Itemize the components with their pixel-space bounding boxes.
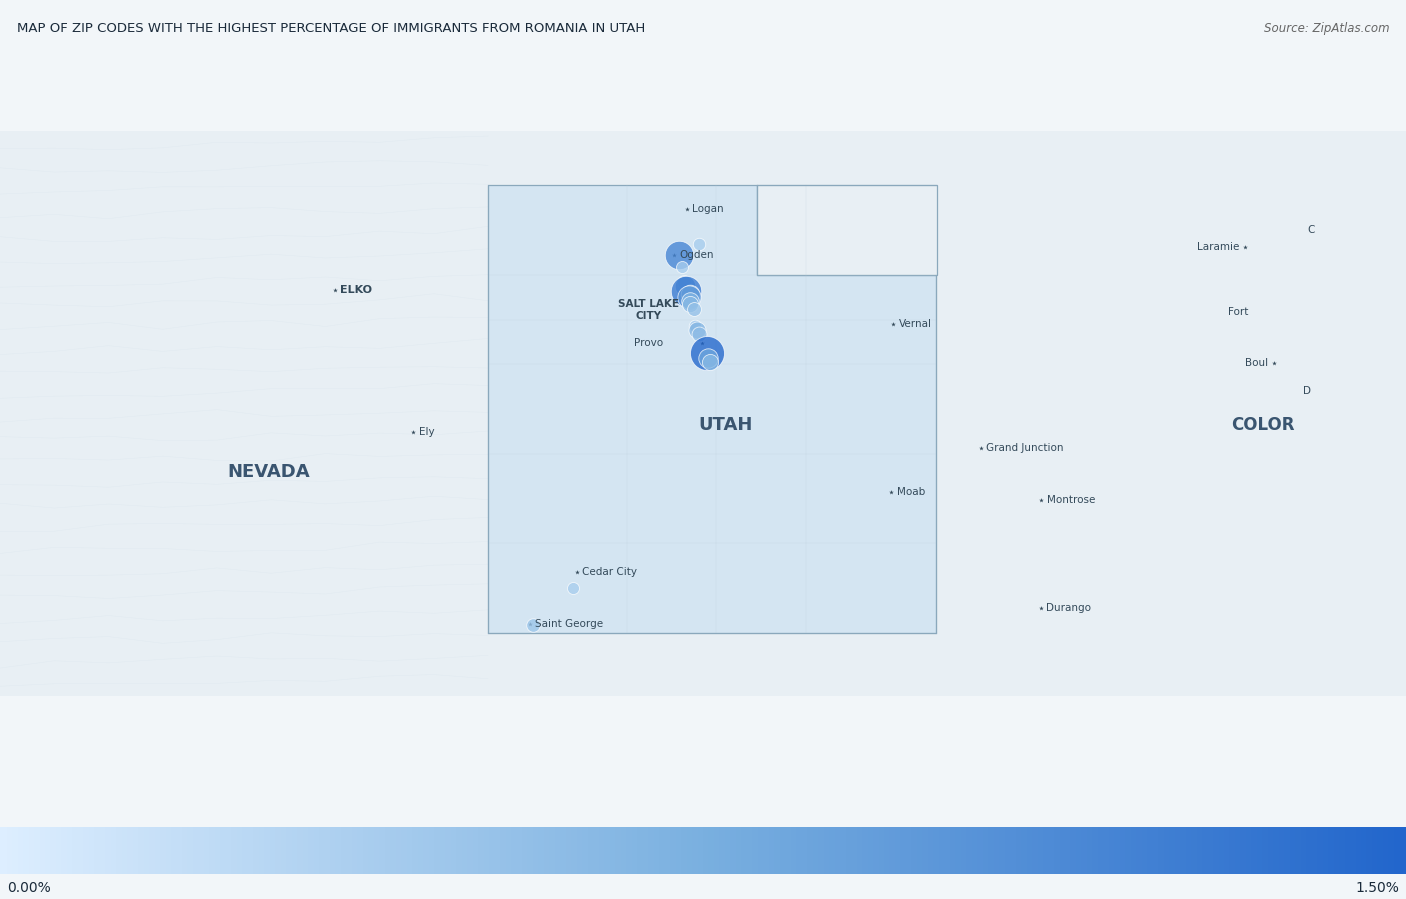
Text: Fort: Fort <box>1227 307 1249 317</box>
Point <box>678 293 700 307</box>
Point <box>673 275 696 289</box>
Text: C: C <box>1308 225 1315 235</box>
Text: MAP OF ZIP CODES WITH THE HIGHEST PERCENTAGE OF IMMIGRANTS FROM ROMANIA IN UTAH: MAP OF ZIP CODES WITH THE HIGHEST PERCEN… <box>17 22 645 35</box>
Point <box>671 260 693 274</box>
Text: Saint George: Saint George <box>536 619 603 628</box>
Point <box>679 287 702 301</box>
Text: SALT LAKE
CITY: SALT LAKE CITY <box>617 299 679 321</box>
Text: Cedar City: Cedar City <box>582 567 637 577</box>
Polygon shape <box>0 131 1406 696</box>
Point <box>697 351 720 365</box>
Point <box>683 318 706 333</box>
Text: Ogden: Ogden <box>679 250 714 260</box>
Point <box>675 284 697 298</box>
Text: Vernal: Vernal <box>898 318 932 328</box>
Text: Ely: Ely <box>419 427 434 437</box>
Text: ELKO: ELKO <box>340 285 373 295</box>
Text: Logan: Logan <box>692 204 724 214</box>
Point <box>683 301 706 316</box>
Text: Provo: Provo <box>634 338 664 348</box>
Text: 0.00%: 0.00% <box>7 881 51 895</box>
Polygon shape <box>488 185 936 633</box>
Text: Montrose: Montrose <box>1046 495 1095 505</box>
Text: UTAH: UTAH <box>699 416 752 434</box>
Point <box>678 290 700 305</box>
Point <box>668 248 690 263</box>
Point <box>696 345 718 360</box>
Point <box>522 618 544 632</box>
Text: 1.50%: 1.50% <box>1355 881 1399 895</box>
Text: NEVADA: NEVADA <box>228 463 309 481</box>
Text: Source: ZipAtlas.com: Source: ZipAtlas.com <box>1264 22 1389 35</box>
Text: Laramie: Laramie <box>1197 242 1240 252</box>
Text: D: D <box>1303 387 1310 396</box>
Text: Grand Junction: Grand Junction <box>986 443 1063 453</box>
Bar <box>756 185 936 275</box>
Point <box>679 297 702 311</box>
Point <box>688 237 710 252</box>
Point <box>562 581 585 595</box>
Point <box>688 326 710 341</box>
Point <box>686 323 709 337</box>
Text: COLOR: COLOR <box>1232 416 1295 434</box>
Point <box>673 280 696 294</box>
Text: Durango: Durango <box>1046 603 1091 613</box>
Text: Moab: Moab <box>897 487 925 497</box>
Point <box>699 355 721 369</box>
Text: Boul: Boul <box>1246 358 1268 368</box>
